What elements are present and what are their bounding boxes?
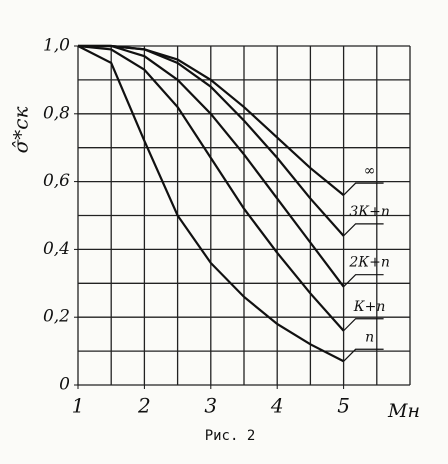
x-axis-label: Mн (387, 400, 420, 422)
y-tick-label: 0,2 (43, 307, 70, 327)
label-leader (343, 182, 384, 196)
caption: Рис. 2 (205, 428, 256, 444)
x-tick-label: 3 (204, 394, 217, 418)
legend-label: ∞ (364, 163, 376, 179)
x-tick-label: 5 (337, 394, 350, 418)
y-tick-label: 0,6 (43, 171, 70, 191)
label-leader (343, 274, 384, 288)
y-axis-label: σ̂*ск (9, 107, 33, 154)
legend-label: К+п (353, 299, 386, 315)
label-leader (343, 318, 384, 332)
curve (78, 44, 345, 237)
x-tick-label: 2 (137, 394, 151, 418)
label-leader (343, 348, 384, 362)
x-tick-label: 4 (270, 394, 284, 418)
y-tick-label: 0 (59, 375, 70, 395)
x-tick-label: 1 (72, 394, 85, 418)
y-tick-label: 0,4 (43, 239, 70, 259)
curve (78, 44, 345, 288)
legend-label: 3К+п (349, 204, 390, 220)
y-tick-label: 0,8 (43, 103, 70, 123)
legend-label: п (365, 329, 374, 345)
curve (77, 44, 345, 332)
label-leader (343, 223, 384, 237)
legend-label: 2К+п (348, 255, 390, 271)
curve (77, 45, 345, 363)
y-tick-label: 1,0 (43, 36, 70, 56)
